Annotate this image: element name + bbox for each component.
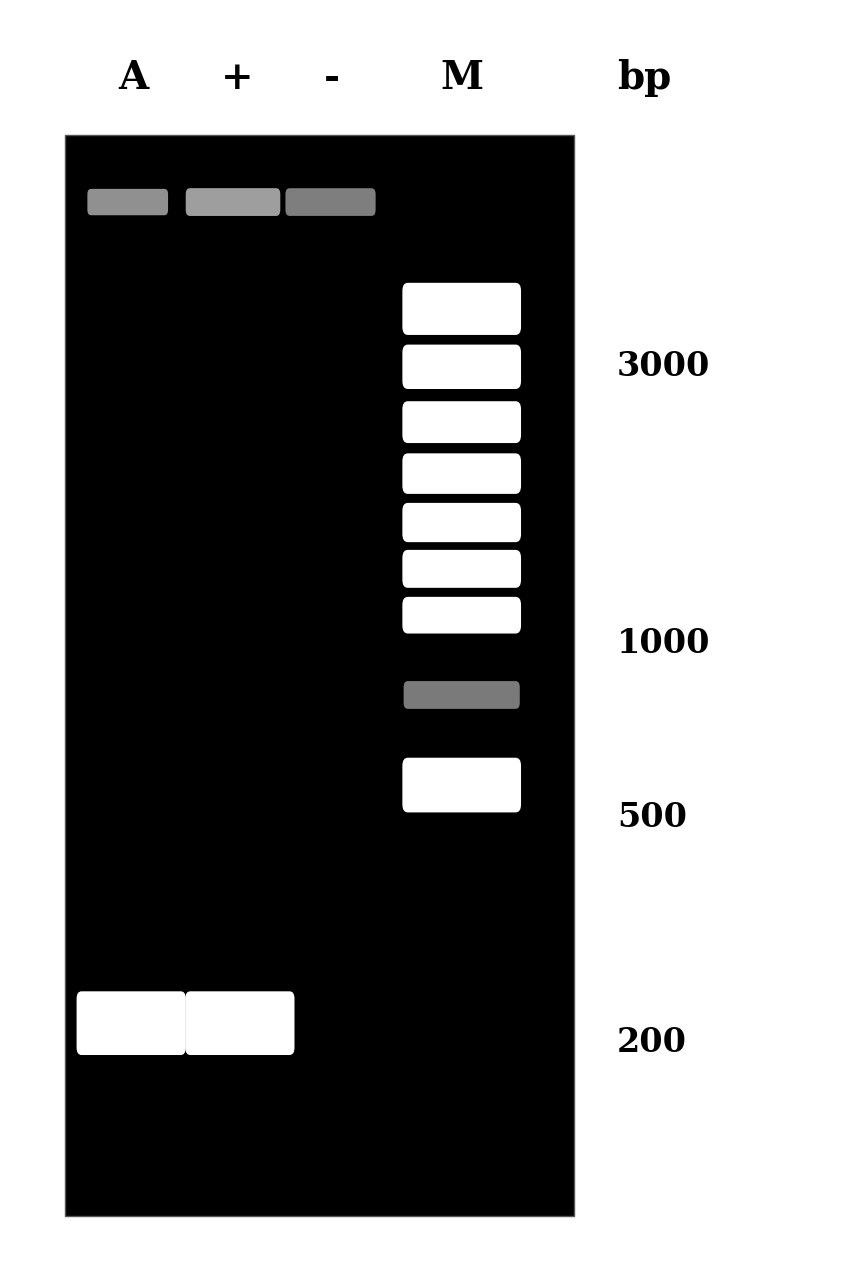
- FancyBboxPatch shape: [286, 188, 375, 216]
- FancyBboxPatch shape: [402, 453, 521, 494]
- Bar: [65, 135, 574, 1216]
- FancyBboxPatch shape: [402, 550, 521, 588]
- Text: 200: 200: [617, 1026, 687, 1059]
- FancyBboxPatch shape: [404, 681, 520, 709]
- FancyBboxPatch shape: [402, 503, 521, 542]
- Text: 3000: 3000: [617, 350, 710, 384]
- Text: 1000: 1000: [617, 627, 710, 660]
- Text: bp: bp: [617, 58, 671, 97]
- FancyBboxPatch shape: [77, 991, 186, 1055]
- Text: 500: 500: [617, 801, 687, 834]
- Text: M: M: [440, 58, 483, 97]
- FancyBboxPatch shape: [186, 188, 280, 216]
- Text: +: +: [221, 58, 254, 97]
- FancyBboxPatch shape: [402, 283, 521, 335]
- FancyBboxPatch shape: [402, 402, 521, 443]
- Text: -: -: [324, 58, 340, 97]
- FancyBboxPatch shape: [402, 345, 521, 389]
- FancyBboxPatch shape: [87, 189, 168, 215]
- FancyBboxPatch shape: [186, 991, 294, 1055]
- Text: A: A: [118, 58, 149, 97]
- FancyBboxPatch shape: [402, 597, 521, 633]
- FancyBboxPatch shape: [402, 758, 521, 812]
